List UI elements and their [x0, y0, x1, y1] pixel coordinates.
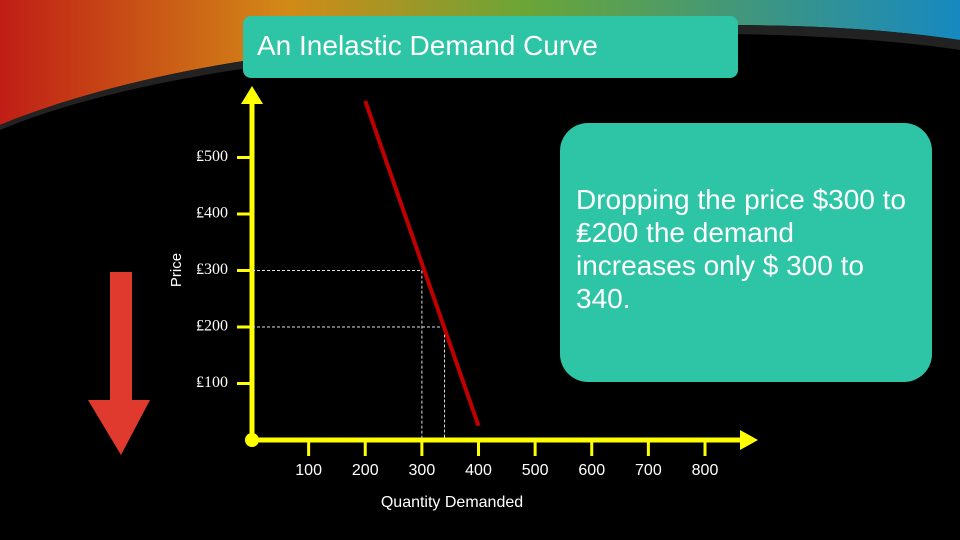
y-tick-label: ₤200: [196, 318, 228, 335]
x-tick-label: 700: [635, 462, 662, 479]
x-tick-label: 300: [409, 462, 436, 479]
decor-swoosh-edge: [0, 25, 960, 131]
x-tick-label: 800: [692, 462, 719, 479]
guide-line: [252, 270, 423, 440]
title-box: An Inelastic Demand Curve: [243, 16, 738, 78]
callout: Dropping the price $300 to ₤200 the dema…: [560, 123, 932, 382]
y-tick-label: ₤300: [196, 261, 228, 278]
down-arrow: [88, 272, 150, 455]
origin-dot: [245, 433, 259, 447]
y-tick-label: ₤100: [196, 374, 228, 391]
y-axis-label: Price: [168, 253, 185, 287]
x-tick-label: 500: [522, 462, 549, 479]
x-axis-label: Quantity Demanded: [381, 494, 523, 511]
x-axis-arrow: [740, 430, 758, 450]
chart-title: An Inelastic Demand Curve: [257, 30, 598, 61]
x-tick-label: 200: [352, 462, 379, 479]
annotation: Dropping the price $300 to ₤200 the dema…: [576, 184, 906, 314]
x-tick-label: 600: [578, 462, 605, 479]
x-tick-label: 100: [295, 462, 322, 479]
y-tick-label: ₤400: [196, 205, 228, 222]
x-tick-label: 400: [465, 462, 492, 479]
demand-curve: [363, 100, 481, 427]
guide-line: [252, 326, 446, 440]
y-tick-label: ₤500: [196, 148, 228, 165]
decor-swoosh: [0, 0, 960, 125]
y-axis-arrow: [241, 86, 263, 104]
